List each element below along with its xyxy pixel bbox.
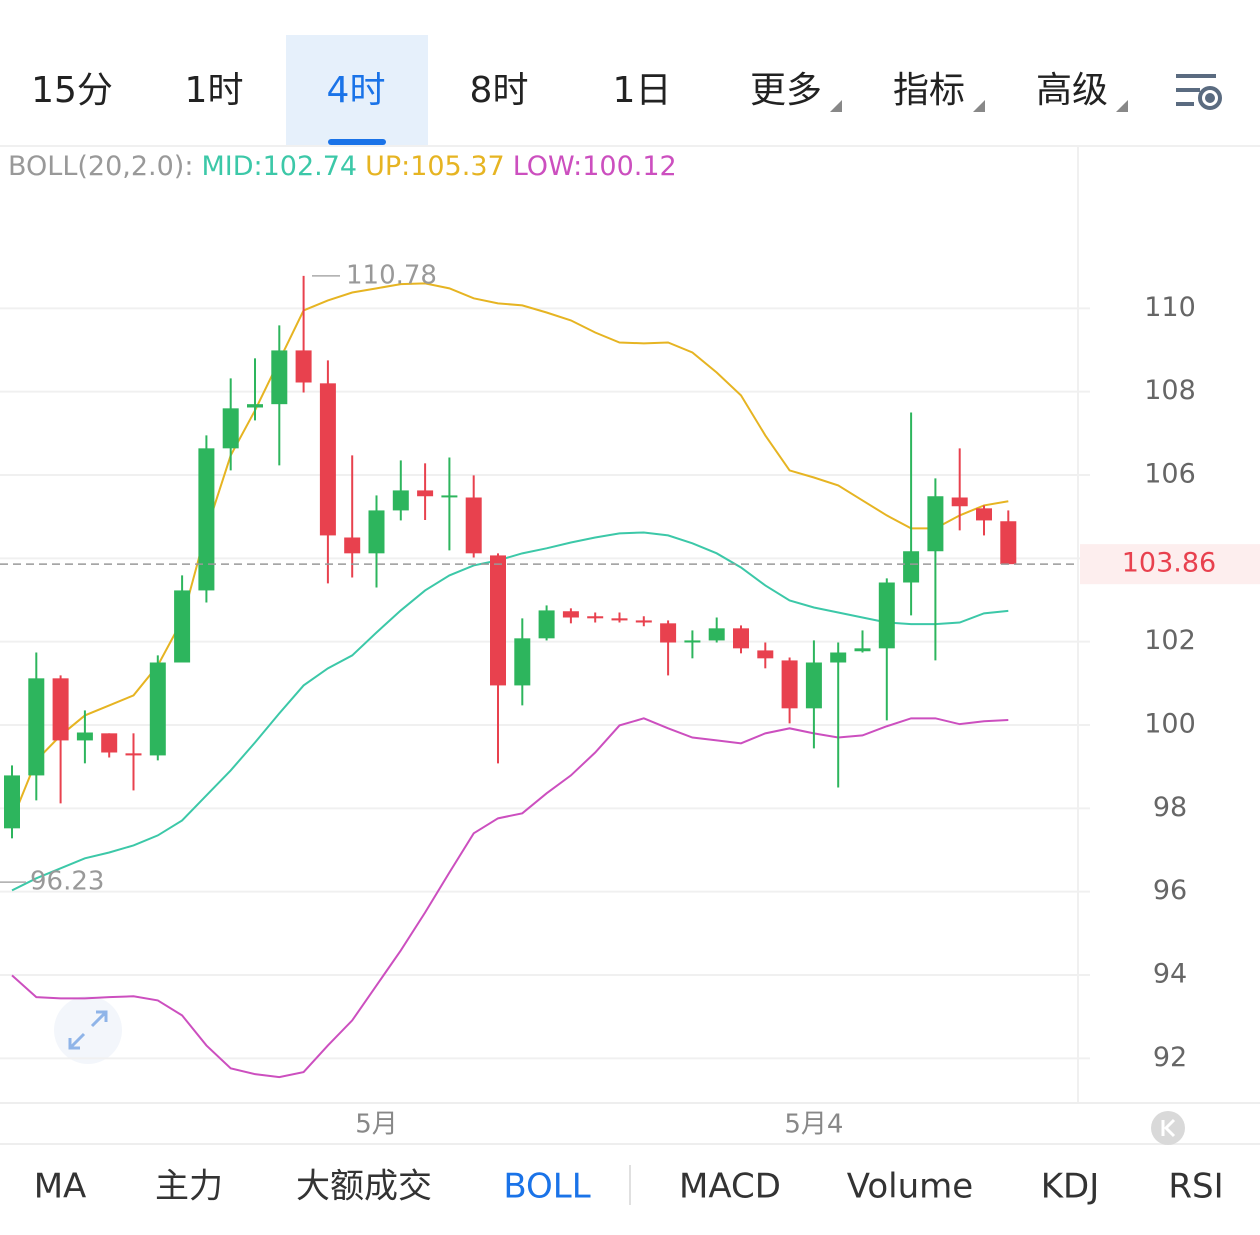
candle-body [28, 678, 45, 776]
top-tab[interactable]: 更多 [750, 70, 822, 111]
last-price-label: 103.86 [1122, 548, 1216, 579]
candle-body [101, 733, 118, 753]
candle-body [854, 648, 871, 652]
icon-arrow [1161, 1118, 1176, 1138]
candle-body [830, 652, 847, 663]
candle-body [805, 662, 822, 709]
candle-body [684, 640, 701, 643]
y-tick-label: 108 [1144, 375, 1196, 406]
bottom-tab[interactable]: MA [34, 1167, 87, 1207]
candle-body [295, 350, 312, 383]
candle-body [76, 732, 93, 741]
top-tab[interactable]: 指标 [893, 70, 965, 111]
candle-body [708, 628, 725, 641]
x-tick-label: 5月 [355, 1110, 398, 1140]
candle-body [149, 662, 166, 756]
candle-body [4, 775, 20, 829]
last-price-bg [1080, 544, 1260, 585]
candle-body [538, 610, 555, 639]
candle-body [247, 404, 263, 408]
candle-body [757, 650, 774, 659]
active-tab-bg [286, 35, 428, 145]
candle-body [344, 537, 361, 554]
top-tab[interactable]: 1时 [185, 70, 244, 111]
scroll-end-icon[interactable] [1151, 1111, 1185, 1145]
candle-body [319, 383, 336, 536]
bottom-tab[interactable]: BOLL [503, 1167, 590, 1207]
top-tab[interactable]: 15分 [31, 70, 113, 111]
dropdown-marker [1116, 100, 1128, 112]
expand-icon[interactable] [54, 996, 122, 1064]
boll-line [11, 531, 1009, 892]
bottom-tab[interactable]: MACD [679, 1167, 781, 1207]
x-tick-label: 5月4 [784, 1110, 843, 1140]
candle-body [52, 678, 69, 741]
candle-body [781, 660, 798, 709]
dropdown-marker [973, 100, 985, 112]
candle-body [927, 496, 944, 552]
settings-icon[interactable] [1176, 74, 1222, 110]
candle-body [976, 508, 992, 521]
y-tick-label: 94 [1153, 959, 1187, 990]
bottom-tab[interactable]: Volume [847, 1167, 973, 1207]
candle-body [878, 582, 895, 649]
y-tick-label: 96 [1153, 875, 1187, 906]
active-tab-indicator [328, 139, 386, 145]
top-tab[interactable]: 4时 [327, 70, 386, 111]
candle-body [611, 618, 628, 621]
candle-body [514, 638, 531, 686]
candle-body [1000, 521, 1017, 565]
candle-body [635, 620, 652, 623]
bottom-tab[interactable]: 主力 [155, 1167, 223, 1207]
candle-body [733, 628, 749, 649]
y-tick-label: 110 [1144, 292, 1196, 323]
y-tick-label: 92 [1153, 1042, 1187, 1073]
legend-entry: UP:105.37 [365, 151, 505, 182]
indicator-legend: BOLL(20,2.0): MID:102.74 UP:105.37 LOW:100.… [8, 151, 677, 182]
y-tick-label: 102 [1144, 625, 1196, 656]
candle-body [417, 490, 434, 497]
candle-body [951, 497, 968, 507]
candle-body [903, 551, 920, 583]
bottom-tab[interactable]: 大额成交 [296, 1167, 432, 1207]
icon-bg [54, 996, 122, 1064]
candle-body [368, 510, 385, 554]
boll-line [11, 717, 1009, 1079]
top-tab[interactable]: 高级 [1036, 70, 1108, 111]
bottom-tab[interactable]: KDJ [1041, 1167, 1100, 1207]
candle-body [392, 490, 409, 511]
candle-body [125, 753, 142, 756]
candle-body [271, 350, 288, 405]
candle-body [441, 495, 458, 498]
low-label: 96.23 [30, 867, 104, 897]
candle-body [465, 497, 482, 554]
candle-body [198, 448, 215, 591]
candle-body [174, 590, 191, 663]
legend-entry: MID:102.74 [201, 151, 357, 182]
indicator-name: BOLL(20,2.0): [8, 151, 193, 182]
candle-body [587, 616, 604, 619]
candle-body [562, 611, 579, 618]
candle-body [490, 555, 506, 686]
candle-body [222, 408, 239, 449]
y-tick-label: 98 [1153, 792, 1187, 823]
candle-body [660, 623, 677, 643]
bottom-tab[interactable]: RSI [1168, 1167, 1223, 1207]
high-label: 110.78 [346, 260, 437, 290]
icon-gear [1198, 86, 1222, 110]
icon-gear-center [1205, 93, 1215, 103]
top-tab[interactable]: 1日 [613, 70, 672, 111]
top-tab[interactable]: 8时 [470, 70, 529, 111]
y-tick-label: 106 [1144, 459, 1196, 490]
legend-entry: LOW:100.12 [513, 151, 677, 182]
y-tick-label: 100 [1144, 709, 1196, 740]
dropdown-marker [830, 100, 842, 112]
icon-arrows [68, 1010, 108, 1050]
